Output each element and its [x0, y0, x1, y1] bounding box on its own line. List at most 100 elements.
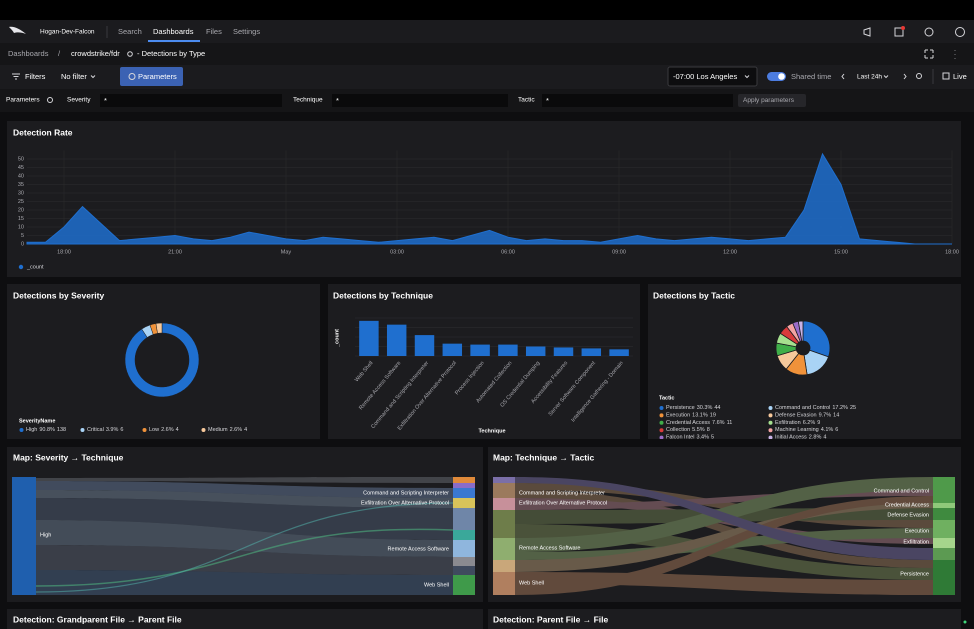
sankey-node[interactable]	[12, 477, 36, 595]
sankey-node[interactable]	[933, 477, 955, 503]
legend-name: High	[26, 427, 37, 433]
prev-arrow[interactable]	[841, 73, 845, 80]
sankey-node[interactable]	[453, 566, 475, 575]
org-name[interactable]: Hogan-Dev-Falcon	[40, 29, 95, 36]
parameters-button[interactable]	[120, 67, 183, 86]
gear-icon	[128, 73, 136, 80]
flow	[515, 498, 933, 544]
node-label: Command and Scripting Interpreter	[363, 490, 449, 496]
sankey-node[interactable]	[453, 508, 475, 530]
sankey-node[interactable]	[493, 560, 515, 572]
parameter-value[interactable]: *	[336, 96, 339, 105]
logo[interactable]	[9, 26, 26, 34]
y-tick-label: 45	[18, 165, 24, 171]
flow	[515, 503, 933, 572]
parameters-label: Parameters	[6, 97, 40, 104]
legend-value: 44	[714, 405, 720, 411]
sankey-node[interactable]	[493, 498, 515, 510]
bar	[386, 324, 407, 356]
legend-share: 2.6%	[161, 427, 174, 433]
parameter-name: Technique	[293, 97, 323, 104]
x-tick-label: 18:00	[945, 249, 959, 255]
flow	[515, 490, 933, 510]
sankey-node[interactable]	[453, 540, 475, 557]
favorite-icon[interactable]	[127, 51, 133, 57]
filter-select[interactable]: No filter	[61, 72, 87, 81]
timezone-label[interactable]: -07:00 Los Angeles	[673, 72, 737, 81]
flow	[515, 528, 933, 560]
flow	[515, 572, 933, 595]
sankey-node[interactable]	[453, 477, 475, 483]
legend-name: Persistence	[666, 405, 695, 411]
legend-item: Machine Learning 4.1% 6	[775, 428, 838, 434]
sankey-node[interactable]	[453, 530, 475, 540]
legend-share: 7.6%	[712, 420, 725, 426]
next-arrow[interactable]	[903, 73, 907, 80]
bar	[609, 349, 629, 356]
zoom-icon[interactable]	[916, 73, 922, 79]
sankey-node[interactable]	[453, 557, 475, 566]
nav-tab[interactable]: Settings	[233, 27, 260, 36]
info-icon[interactable]	[47, 97, 53, 103]
help-icon[interactable]	[924, 27, 934, 37]
area	[26, 152, 952, 245]
panel-title: Map: Severity → Technique	[13, 452, 124, 462]
sankey-node[interactable]	[453, 498, 475, 508]
breadcrumb-repo[interactable]: crowdstrike/fdr	[71, 49, 120, 58]
apply-button[interactable]	[738, 94, 806, 107]
legend-item: Credential Access 7.6% 11	[666, 420, 732, 426]
filter-icon[interactable]	[12, 73, 20, 80]
legend-swatch	[768, 406, 773, 410]
sankey-node[interactable]	[493, 510, 515, 538]
sankey-node[interactable]	[493, 477, 515, 483]
legend-item: Command and Control 17.2% 25	[775, 405, 856, 411]
parameter-value[interactable]: *	[546, 96, 549, 105]
user-icon[interactable]	[955, 27, 965, 37]
panel-title: Detection Rate	[13, 127, 73, 137]
timezone-select[interactable]	[667, 66, 758, 87]
sankey-node[interactable]	[933, 538, 955, 548]
panel	[488, 609, 961, 629]
filters-button[interactable]: Filters	[25, 72, 46, 81]
legend-share: 13.1%	[692, 413, 708, 419]
parameters-button-label[interactable]: Parameters	[138, 72, 177, 81]
sankey-node[interactable]	[933, 503, 955, 508]
notification-badge	[901, 26, 905, 30]
notification-icon[interactable]	[894, 27, 904, 37]
sankey-node[interactable]	[453, 575, 475, 595]
apply-button-label[interactable]: Apply parameters	[743, 97, 795, 104]
sankey-node[interactable]	[493, 572, 515, 595]
breadcrumb-title: - Detections by Type	[137, 49, 205, 58]
breadcrumb-root[interactable]: Dashboards	[8, 49, 49, 58]
parameter-input[interactable]	[100, 94, 282, 107]
live-checkbox[interactable]	[942, 72, 950, 80]
parameter-value[interactable]: *	[104, 96, 107, 105]
time-range[interactable]: Last 24h	[857, 74, 882, 81]
nav-tab-active[interactable]: Dashboards	[153, 27, 194, 36]
legend-name: Command and Control	[775, 405, 830, 411]
live-label[interactable]: Live	[953, 72, 967, 81]
nav-tab[interactable]: Files	[206, 27, 222, 36]
shared-time-label[interactable]: Shared time	[791, 72, 831, 81]
announcement-icon[interactable]	[863, 27, 871, 37]
panel	[7, 284, 320, 439]
sankey-node[interactable]	[493, 538, 515, 560]
sankey-node[interactable]	[453, 483, 475, 488]
sankey-node[interactable]	[493, 483, 515, 498]
parameter-input[interactable]	[332, 94, 508, 107]
sankey-node[interactable]	[933, 560, 955, 595]
sankey-node[interactable]	[453, 488, 475, 498]
node-label: High	[40, 532, 51, 538]
legend-title: SeverityName	[19, 418, 55, 424]
legend-share: 6.2%	[803, 420, 816, 426]
breadcrumb-bar	[0, 43, 974, 65]
nav-tab[interactable]: Search	[118, 27, 142, 36]
status-dot	[963, 620, 967, 624]
fullscreen-icon[interactable]	[924, 49, 934, 59]
sankey-node[interactable]	[933, 508, 955, 520]
sankey-node[interactable]	[933, 520, 955, 538]
sankey-node[interactable]	[933, 548, 955, 560]
parameter-input[interactable]	[542, 94, 733, 107]
legend-name: Machine Learning	[775, 428, 819, 434]
flow	[515, 477, 933, 552]
